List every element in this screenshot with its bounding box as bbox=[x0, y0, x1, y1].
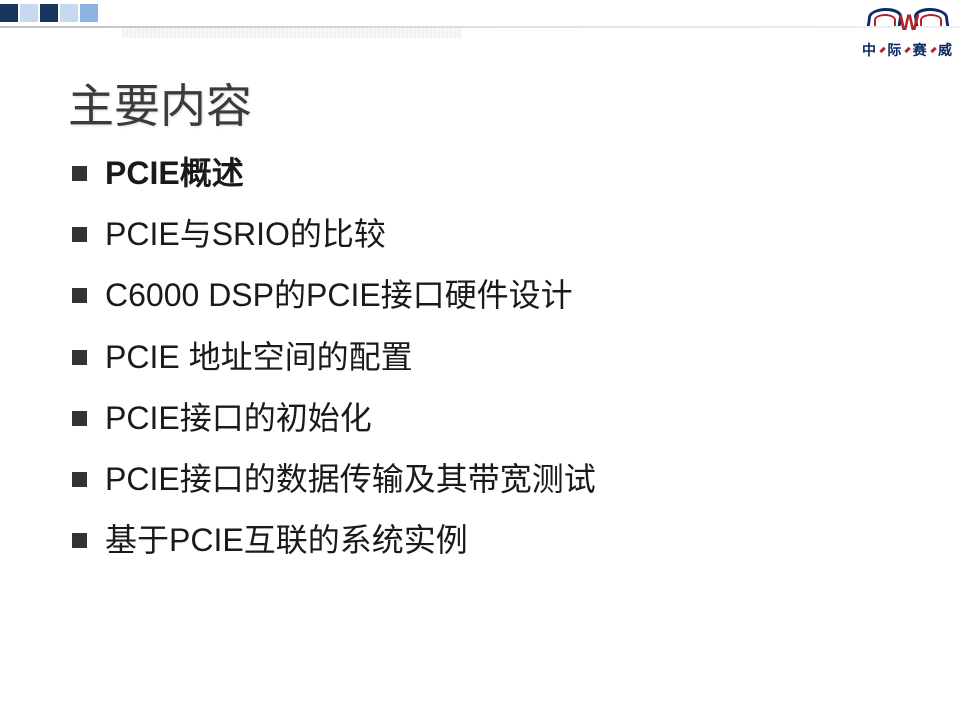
bullet-marker-icon bbox=[72, 533, 87, 548]
square-icon bbox=[0, 4, 18, 22]
company-logo: W 中 际 赛 威 bbox=[862, 2, 954, 64]
watermark-strip bbox=[122, 28, 462, 38]
square-icon bbox=[20, 4, 38, 22]
logo-char: 际 bbox=[887, 40, 903, 60]
bullet-marker-icon bbox=[72, 411, 87, 426]
logo-char: 威 bbox=[938, 40, 954, 60]
logo-text: 中 际 赛 威 bbox=[862, 40, 954, 60]
bullet-marker-icon bbox=[72, 166, 87, 181]
header-bar bbox=[0, 0, 960, 40]
square-icon bbox=[60, 4, 78, 22]
logo-char: 赛 bbox=[913, 40, 929, 60]
bullet-text: PCIE与SRIO的比较 bbox=[105, 213, 386, 256]
diamond-icon bbox=[930, 47, 937, 54]
bullet-marker-icon bbox=[72, 227, 87, 242]
wing-inner-icon bbox=[920, 14, 942, 26]
list-item: PCIE 地址空间的配置 bbox=[72, 336, 596, 379]
bullet-text: PCIE接口的数据传输及其带宽测试 bbox=[105, 458, 596, 501]
list-item: 基于PCIE互联的系统实例 bbox=[72, 519, 596, 562]
bullet-text: PCIE接口的初始化 bbox=[105, 397, 372, 440]
square-icon bbox=[40, 4, 58, 22]
logo-letter: W bbox=[899, 10, 918, 36]
bullet-marker-icon bbox=[72, 350, 87, 365]
logo-emblem: W bbox=[868, 2, 948, 38]
bullet-text: 基于PCIE互联的系统实例 bbox=[105, 519, 468, 562]
square-icon bbox=[80, 4, 98, 22]
diamond-icon bbox=[905, 47, 912, 54]
list-item: PCIE与SRIO的比较 bbox=[72, 213, 596, 256]
diamond-icon bbox=[879, 47, 886, 54]
bullet-text: C6000 DSP的PCIE接口硬件设计 bbox=[105, 274, 573, 317]
slide-title: 主要内容 bbox=[68, 70, 252, 136]
wing-inner-icon bbox=[874, 14, 896, 26]
bullet-text: PCIE概述 bbox=[105, 152, 244, 195]
bullet-marker-icon bbox=[72, 288, 87, 303]
list-item: PCIE概述 bbox=[72, 152, 596, 195]
list-item: C6000 DSP的PCIE接口硬件设计 bbox=[72, 274, 596, 317]
logo-char: 中 bbox=[862, 40, 878, 60]
bullet-text: PCIE 地址空间的配置 bbox=[105, 336, 413, 379]
list-item: PCIE接口的数据传输及其带宽测试 bbox=[72, 458, 596, 501]
bullet-marker-icon bbox=[72, 472, 87, 487]
bullet-list: PCIE概述 PCIE与SRIO的比较 C6000 DSP的PCIE接口硬件设计… bbox=[72, 152, 596, 580]
decorative-squares bbox=[0, 4, 98, 22]
list-item: PCIE接口的初始化 bbox=[72, 397, 596, 440]
